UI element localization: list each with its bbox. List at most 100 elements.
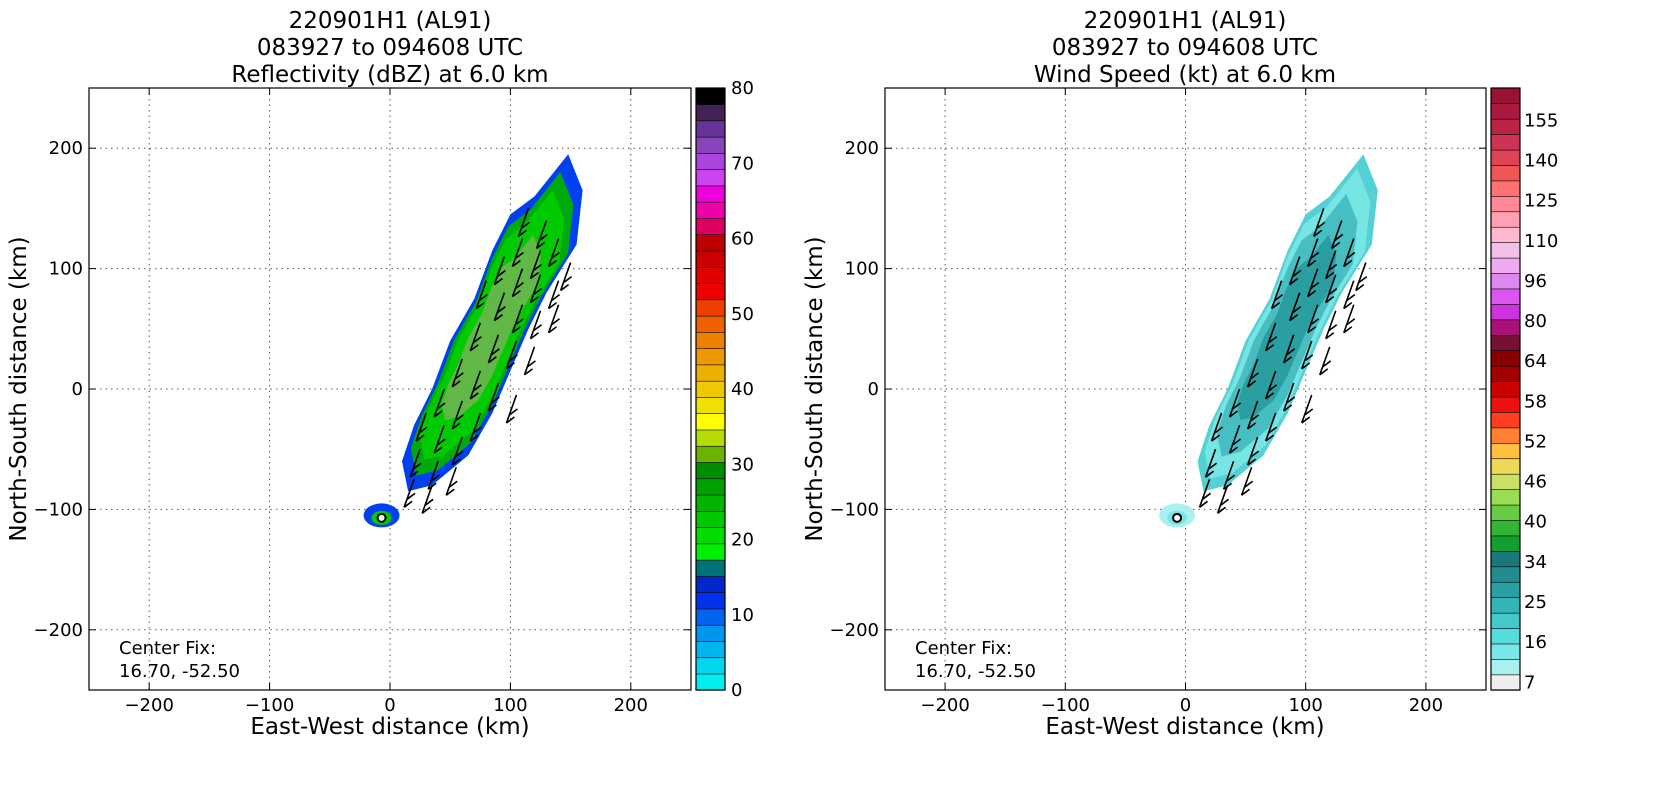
colorbar-swatch [1490, 519, 1521, 537]
wind-barb [1312, 208, 1326, 238]
panel-title-line-3: Wind Speed (kt) at 6.0 km [1034, 62, 1336, 88]
colorbar-frame [695, 87, 726, 691]
wind-barb [547, 280, 561, 310]
panel-title-line-2: 083927 to 094608 UTC [257, 35, 523, 61]
center-fix-label: Center Fix: [119, 638, 216, 659]
colorbar-swatch [695, 445, 726, 463]
colorbar-tick-label: 60 [731, 229, 754, 250]
colorbar-swatch [695, 510, 726, 528]
colorbar-tick-label: 25 [1524, 592, 1547, 613]
x-axis-label: East-West distance (km) [250, 714, 529, 740]
reflectivity-panel: 220901H1 (AL91) 083927 to 094608 UTC Ref… [6, 8, 754, 740]
colorbar-swatch [1490, 380, 1521, 398]
colorbar-swatch [1490, 118, 1521, 135]
colorbar-tick-label: 30 [731, 454, 754, 475]
panel-title-line-3: Reflectivity (dBZ) at 6.0 km [231, 62, 548, 88]
x-tick-label: 100 [493, 695, 527, 716]
echo-region-layer [441, 234, 541, 421]
colorbar-frame [1490, 87, 1521, 691]
wind-barb [1300, 340, 1314, 370]
colorbar-swatch [695, 575, 726, 593]
y-tick-label: 100 [845, 259, 879, 280]
wind-barb [1264, 322, 1278, 352]
x-tick-label: −100 [245, 695, 294, 716]
colorbar-swatch [695, 299, 726, 317]
colorbar-swatch [695, 364, 726, 382]
y-tick-label: 0 [868, 379, 879, 400]
wind-barb [1204, 448, 1218, 478]
wind-barb [445, 466, 458, 496]
wind-barb [1288, 256, 1302, 286]
colorbar-swatch [1490, 396, 1521, 413]
wind-barb [1300, 394, 1314, 424]
colorbar-swatch [695, 592, 726, 610]
wind-barb [469, 370, 482, 400]
colorbar-swatch [1490, 411, 1521, 429]
colorbar-swatch [695, 348, 726, 366]
x-tick-label: 0 [384, 695, 395, 716]
y-tick-label: −100 [830, 499, 879, 520]
colorbar-swatch [695, 657, 726, 675]
y-tick-label: 100 [49, 259, 83, 280]
colorbar-tick-label: 125 [1524, 191, 1558, 212]
colorbar-swatch [1490, 504, 1521, 521]
y-tick-label: 200 [49, 138, 83, 159]
colorbar-swatch [1490, 427, 1521, 444]
colorbar-swatch [695, 478, 726, 496]
wind-barb [475, 280, 488, 310]
center-fix-label: Center Fix: [915, 638, 1012, 659]
colorbar-tick-label: 155 [1524, 110, 1558, 131]
wind-barb [1198, 479, 1212, 508]
panel-title-line-2: 083927 to 094608 UTC [1052, 35, 1318, 61]
colorbar-swatch [1490, 535, 1521, 552]
x-tick-label: −200 [124, 695, 173, 716]
wind-barb [529, 250, 542, 280]
center-fix-value: 16.70, -52.50 [915, 661, 1036, 682]
y-tick-label: −100 [34, 499, 83, 520]
colorbar-tick-label: 20 [731, 530, 754, 551]
center-fix-marker [376, 512, 387, 523]
colorbar-swatch [1490, 350, 1521, 367]
panel-title-line-1: 220901H1 (AL91) [1084, 8, 1287, 34]
wind-barb [1324, 274, 1338, 304]
colorbar-tick-label: 16 [1524, 632, 1547, 653]
colorbar-tick-label: 40 [1524, 512, 1547, 533]
wind-barb [1318, 346, 1332, 376]
wind-barb [415, 412, 428, 442]
wind-barb [1228, 388, 1242, 418]
colorbar-tick-label: 52 [1524, 431, 1547, 452]
wind-barb [535, 220, 548, 250]
colorbar-tick-label: 80 [731, 78, 754, 99]
wind-barb [469, 322, 482, 352]
wind-barb [1246, 400, 1260, 430]
colorbar-swatch [695, 380, 726, 398]
center-fix-value: 16.70, -52.50 [119, 661, 240, 682]
colorbar-swatch [695, 120, 726, 138]
wind-speed-plot-area: −200 −100 0 100 200 −200 −100 0 100 200 [830, 87, 1487, 716]
wind-barb [493, 256, 506, 286]
colorbar-swatch [695, 396, 726, 415]
colorbar-swatch [695, 624, 726, 642]
wind-barb [1306, 238, 1320, 268]
panel-title-line-1: 220901H1 (AL91) [289, 8, 492, 34]
wind-barb [1228, 424, 1242, 454]
colorbar-swatch [1490, 489, 1521, 506]
colorbar-tick-label: 70 [731, 153, 754, 174]
colorbar-swatch [1490, 550, 1521, 568]
x-tick-label: 0 [1180, 695, 1191, 716]
colorbar-swatch [695, 217, 726, 236]
colorbar-swatch [1490, 226, 1521, 243]
colorbar-swatch [1490, 365, 1521, 382]
colorbar-swatch [1490, 597, 1521, 614]
colorbar-swatch [1490, 303, 1521, 321]
colorbar-swatch [695, 526, 726, 545]
colorbar-swatch [695, 331, 726, 349]
colorbar-swatch [1490, 627, 1521, 645]
wind-barb [1306, 268, 1320, 298]
wind-barb [1282, 382, 1296, 412]
colorbar-swatch [695, 136, 726, 154]
colorbar-tick-label: 7 [1524, 672, 1535, 693]
wind-barb [1343, 304, 1356, 334]
x-tick-label: 100 [1289, 695, 1323, 716]
colorbar-tick-label: 34 [1524, 552, 1547, 573]
